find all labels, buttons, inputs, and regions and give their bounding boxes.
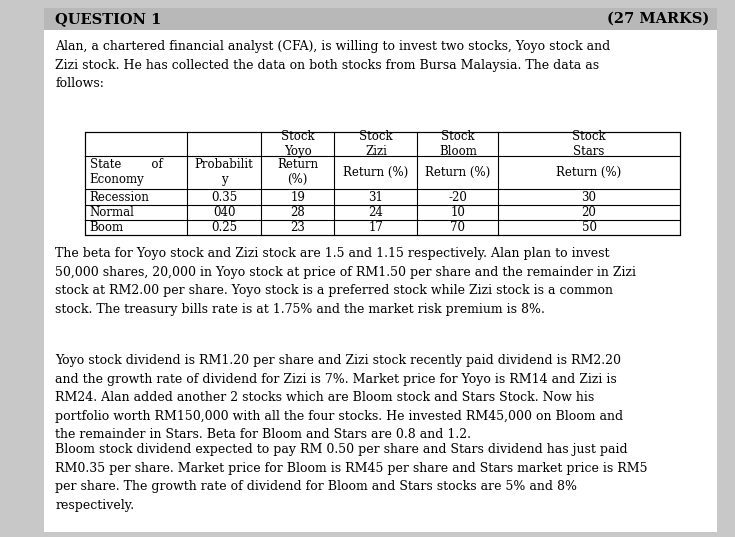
- Text: Return (%): Return (%): [426, 166, 490, 179]
- Text: 50: 50: [581, 221, 597, 234]
- Text: Stock
Bloom: Stock Bloom: [439, 129, 477, 158]
- Text: The beta for Yoyo stock and Zizi stock are 1.5 and 1.15 respectively. Alan plan : The beta for Yoyo stock and Zizi stock a…: [55, 247, 636, 316]
- Text: Stock
Yoyo: Stock Yoyo: [281, 129, 315, 158]
- Text: 28: 28: [290, 206, 305, 219]
- Text: Yoyo stock dividend is RM1.20 per share and Zizi stock recently paid dividend is: Yoyo stock dividend is RM1.20 per share …: [55, 354, 623, 441]
- Text: 0.35: 0.35: [211, 191, 237, 204]
- Text: (27 MARKS): (27 MARKS): [607, 12, 709, 26]
- Text: Stock
Stars: Stock Stars: [573, 129, 606, 158]
- Text: 70: 70: [451, 221, 465, 234]
- Text: 040: 040: [213, 206, 235, 219]
- Text: -20: -20: [448, 191, 467, 204]
- Text: 17: 17: [368, 221, 384, 234]
- Text: 24: 24: [368, 206, 384, 219]
- Text: Probabilit
y: Probabilit y: [195, 158, 254, 186]
- Text: Return (%): Return (%): [556, 166, 622, 179]
- Text: Normal: Normal: [90, 206, 135, 219]
- Text: 20: 20: [581, 206, 597, 219]
- Bar: [44, 8, 717, 30]
- Text: Recession: Recession: [90, 191, 149, 204]
- Text: QUESTION 1: QUESTION 1: [55, 12, 162, 26]
- Text: State        of
Economy: State of Economy: [90, 158, 162, 186]
- Text: 23: 23: [290, 221, 305, 234]
- Text: Alan, a chartered financial analyst (CFA), is willing to invest two stocks, Yoyo: Alan, a chartered financial analyst (CFA…: [55, 40, 610, 90]
- Text: 30: 30: [581, 191, 597, 204]
- Text: 10: 10: [451, 206, 465, 219]
- Text: Return
(%): Return (%): [277, 158, 318, 186]
- Bar: [85, 132, 680, 235]
- Text: 19: 19: [290, 191, 305, 204]
- Text: Bloom stock dividend expected to pay RM 0.50 per share and Stars dividend has ju: Bloom stock dividend expected to pay RM …: [55, 443, 648, 512]
- Text: Boom: Boom: [90, 221, 123, 234]
- Text: Return (%): Return (%): [343, 166, 409, 179]
- Text: 31: 31: [368, 191, 384, 204]
- Text: Stock
Zizi: Stock Zizi: [359, 129, 392, 158]
- Text: 0.25: 0.25: [211, 221, 237, 234]
